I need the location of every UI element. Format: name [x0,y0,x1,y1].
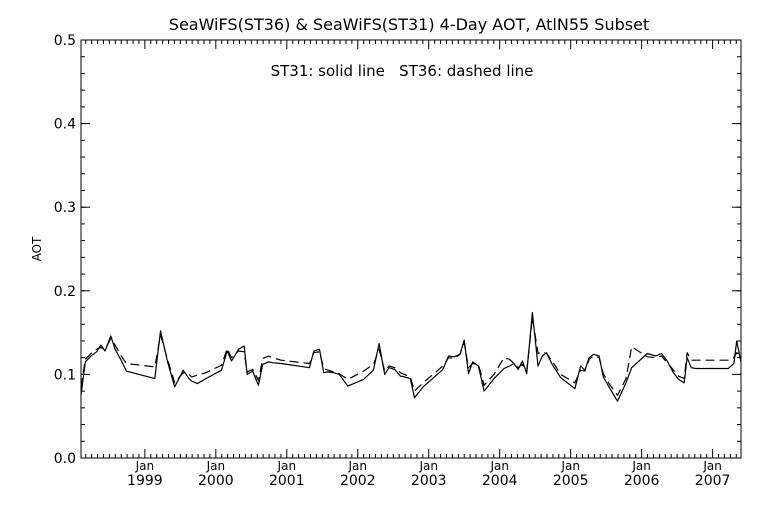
x-tick-year-label: 2001 [269,473,305,489]
x-tick-month-label: Jan [206,459,226,473]
x-tick-year-label: 2007 [695,473,731,489]
x-tick-year-label: 2002 [340,473,376,489]
y-tick-label: 0.5 [54,33,76,49]
series-line-st31 [80,311,742,402]
y-tick-label: 0.0 [54,451,76,467]
x-tick-month-label: Jan [418,459,438,473]
y-tick-label: 0.1 [54,367,76,383]
x-tick-year-label: 2004 [482,473,518,489]
series-line-st36 [80,317,742,396]
y-axis-label: AOT [30,236,44,261]
x-tick-month-label: Jan [135,459,155,473]
x-tick-year-label: 2003 [411,473,447,489]
x-tick-month-label: Jan [702,459,722,473]
y-tick-label: 0.4 [54,117,76,133]
chart-title: SeaWiFS(ST36) & SeaWiFS(ST31) 4-Day AOT,… [169,15,649,34]
x-tick-month-label: Jan [348,459,368,473]
plot-frame [80,39,742,459]
x-tick-month-label: Jan [277,459,297,473]
y-tick-label: 0.2 [54,284,76,300]
x-tick-month-label: Jan [489,459,509,473]
axis-ticks: 0.00.10.20.30.40.5Jan1999Jan2000Jan2001J… [54,33,741,489]
legend-annotation: ST31: solid line ST36: dashed line [271,62,534,80]
x-tick-year-label: 2000 [198,473,234,489]
x-tick-year-label: 2005 [553,473,589,489]
x-tick-month-label: Jan [631,459,651,473]
x-tick-month-label: Jan [560,459,580,473]
y-tick-label: 0.3 [54,200,76,216]
x-tick-year-label: 1999 [127,473,163,489]
series-lines [80,311,742,402]
x-tick-year-label: 2006 [624,473,660,489]
